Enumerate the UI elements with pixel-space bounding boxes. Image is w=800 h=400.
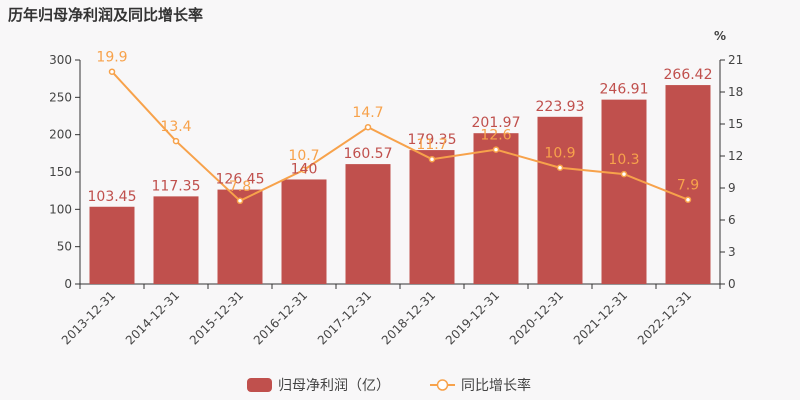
bar-value-label: 223.93 xyxy=(536,99,585,115)
bar[interactable] xyxy=(537,116,583,284)
bar-value-label: 103.45 xyxy=(88,189,137,205)
line-value-label: 10.9 xyxy=(544,146,575,162)
line-value-label: 10.7 xyxy=(288,148,319,164)
line-point[interactable] xyxy=(556,164,564,171)
bar-value-label: 126.45 xyxy=(216,172,265,188)
bar[interactable] xyxy=(281,179,327,284)
bar[interactable] xyxy=(665,85,711,285)
legend[interactable]: 归母净利润（亿） 同比增长率 xyxy=(247,377,531,394)
x-tick-label: 2014-12-31 xyxy=(123,288,182,347)
x-tick-label: 2021-12-31 xyxy=(571,288,630,347)
y-left-tick-label: 100 xyxy=(49,202,72,216)
y-left-tick-label: 250 xyxy=(49,90,72,104)
y-right-tick-label: 3 xyxy=(728,245,736,259)
y-right-tick-label: 9 xyxy=(728,181,736,195)
y-right-tick-label: 12 xyxy=(728,149,743,163)
bar-value-label: 117.35 xyxy=(152,178,201,194)
line-point[interactable] xyxy=(364,123,372,131)
y-left-tick-label: 200 xyxy=(49,128,72,142)
data-labels: 103.45 117.35 126.45 140 160.57 179.35 201.97 2… xyxy=(88,50,713,205)
line-point[interactable] xyxy=(428,155,436,163)
line-point[interactable] xyxy=(684,196,692,203)
y-left-tick-label: 0 xyxy=(64,277,72,291)
line-point[interactable] xyxy=(620,170,628,178)
bar[interactable] xyxy=(345,164,391,284)
line-value-label: 13.4 xyxy=(160,119,191,135)
bar-value-label: 140 xyxy=(291,161,318,177)
bar-value-label: 179.35 xyxy=(408,132,457,148)
x-tick-label: 2015-12-31 xyxy=(187,288,246,347)
growth-line xyxy=(111,71,689,202)
chart-title: 历年归母净利润及同比增长率 xyxy=(8,6,204,24)
line-point[interactable] xyxy=(108,68,116,75)
y-left-tick-label: 300 xyxy=(49,53,72,67)
x-tick-label: 2019-12-31 xyxy=(443,288,502,347)
legend-bar-label[interactable]: 归母净利润（亿） xyxy=(278,377,390,394)
line-point[interactable] xyxy=(236,197,244,205)
line-value-label: 12.6 xyxy=(480,128,511,144)
y-left-tick-label: 50 xyxy=(57,240,72,254)
line-series xyxy=(108,68,692,205)
bar[interactable] xyxy=(153,196,199,284)
y-right-tick-label: 15 xyxy=(728,117,743,131)
y-right-tick-label: 18 xyxy=(728,85,743,99)
line-value-label: 10.3 xyxy=(608,152,639,168)
x-tick-label: 2020-12-31 xyxy=(507,288,566,347)
bar-value-label: 160.57 xyxy=(344,146,393,162)
y-right-tick-label: 21 xyxy=(728,53,743,67)
bar-value-label: 266.42 xyxy=(664,67,713,83)
line-value-label: 7.9 xyxy=(677,178,699,194)
bar-value-label: 201.97 xyxy=(472,115,521,131)
bar[interactable] xyxy=(601,99,647,284)
legend-bar-swatch[interactable] xyxy=(247,378,272,392)
x-tick-label: 2017-12-31 xyxy=(315,288,374,347)
line-value-label: 11.7 xyxy=(416,137,447,153)
bar[interactable] xyxy=(217,189,263,284)
y-left-tick-label: 150 xyxy=(49,165,72,179)
bar[interactable] xyxy=(409,150,455,284)
line-value-label: 14.7 xyxy=(352,105,383,121)
line-value-label: 7.8 xyxy=(229,179,251,195)
bar-series xyxy=(89,85,711,285)
line-value-label: 19.9 xyxy=(96,50,127,66)
legend-line-marker[interactable] xyxy=(436,379,449,391)
legend-line-label[interactable]: 同比增长率 xyxy=(461,377,531,394)
x-tick-label: 2013-12-31 xyxy=(59,288,118,347)
x-tick-label: 2018-12-31 xyxy=(379,288,438,347)
bar-value-label: 246.91 xyxy=(600,82,649,98)
bar[interactable] xyxy=(473,133,519,284)
x-tick-label: 2016-12-31 xyxy=(251,288,310,347)
line-point[interactable] xyxy=(492,146,500,153)
line-point[interactable] xyxy=(172,137,180,145)
line-point[interactable] xyxy=(300,166,308,174)
y-right-unit-label: % xyxy=(714,29,726,43)
y-right-tick-label: 6 xyxy=(728,213,736,227)
bar[interactable] xyxy=(89,206,135,284)
y-right-tick-label: 0 xyxy=(728,277,736,291)
x-tick-label: 2022-12-31 xyxy=(635,288,694,347)
